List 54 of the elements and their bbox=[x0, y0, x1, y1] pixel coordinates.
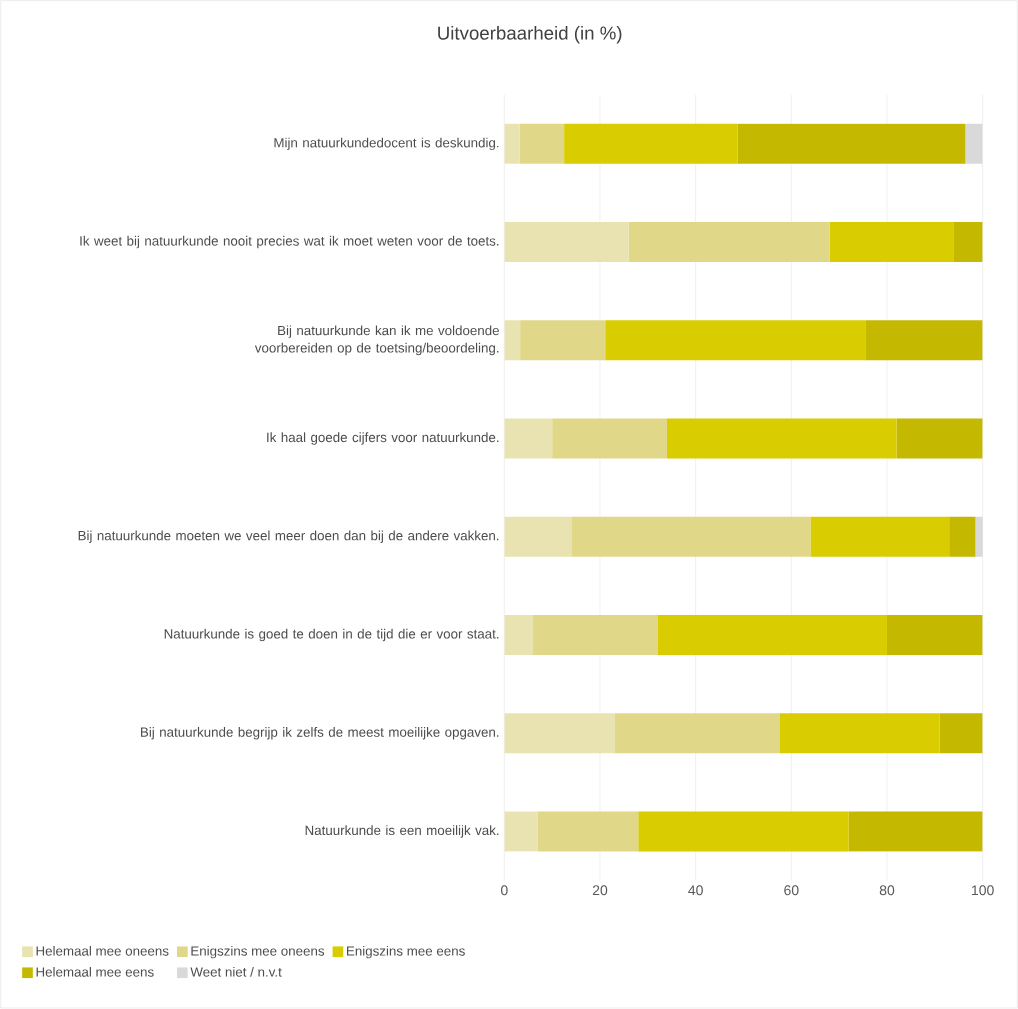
bar bbox=[504, 811, 538, 852]
bar bbox=[504, 124, 520, 165]
bar bbox=[975, 516, 983, 557]
y-tick-label: Ik haal goede cijfers voor natuurkunde. bbox=[267, 432, 499, 445]
bar bbox=[564, 124, 738, 165]
y-tick-label: Bij natuurkunde begrijp ik zelfs de meest moeilijke opgaven. bbox=[141, 727, 499, 740]
bar bbox=[939, 713, 983, 754]
bar bbox=[896, 418, 983, 459]
x-tick-label: 20 bbox=[592, 885, 608, 896]
bar bbox=[504, 418, 553, 459]
legend-label: Helemaal mee oneens bbox=[36, 946, 169, 956]
y-tick-label: Ik weet bij natuurkunde nooit precies wat ik moet weten voor de toets. bbox=[80, 236, 499, 249]
bar bbox=[504, 222, 629, 263]
bar bbox=[848, 811, 983, 852]
bar bbox=[605, 320, 866, 361]
bar bbox=[886, 615, 983, 656]
legend-label: Weet niet / n.v.t bbox=[190, 967, 282, 977]
legend-label: Helemaal mee eens bbox=[36, 967, 154, 977]
bar bbox=[737, 124, 966, 165]
bar bbox=[614, 713, 780, 754]
bar bbox=[533, 615, 658, 656]
bar bbox=[504, 713, 615, 754]
y-tick-label: Mijn natuurkundedocent is deskundig. bbox=[274, 137, 499, 151]
bar bbox=[829, 222, 954, 263]
bar bbox=[865, 320, 983, 361]
y-tick-label: Natuurkunde is een moeilijk vak. bbox=[305, 825, 499, 838]
bar bbox=[628, 222, 830, 263]
bar bbox=[810, 516, 950, 557]
bar bbox=[965, 124, 983, 165]
bar bbox=[638, 811, 849, 852]
bar bbox=[666, 418, 897, 459]
x-tick-label: 80 bbox=[879, 885, 895, 896]
y-tick-label: Natuurkunde is goed te doen in de tijd die er voor staat. bbox=[164, 628, 499, 642]
bar bbox=[657, 615, 887, 656]
x-tick-label: 100 bbox=[972, 885, 994, 896]
x-tick-label: 60 bbox=[784, 885, 799, 896]
bar bbox=[504, 320, 521, 361]
y-tick-label: Bij natuurkunde kan ik me voldoende voorbereiden op de toetsing/beoordeling. bbox=[254, 325, 499, 356]
x-tick-label: 0 bbox=[500, 885, 508, 896]
x-tick-label: 40 bbox=[688, 885, 703, 896]
legend-label: Enigszins mee eens bbox=[347, 946, 465, 959]
y-tick-label: Bij natuurkunde moeten we veel meer doen dan bij de andere vakken. bbox=[78, 530, 499, 544]
bar bbox=[552, 418, 667, 459]
bar bbox=[504, 615, 534, 656]
bar bbox=[949, 516, 976, 557]
bar bbox=[779, 713, 940, 754]
bar bbox=[519, 124, 565, 165]
legend-label: Enigszins mee oneens bbox=[191, 946, 325, 959]
bar bbox=[537, 811, 639, 852]
bar bbox=[504, 516, 572, 557]
bar bbox=[571, 516, 811, 557]
bar bbox=[520, 320, 606, 361]
chart-title: Uitvoerbaarheid (in %) bbox=[438, 26, 622, 44]
bar bbox=[953, 222, 983, 263]
